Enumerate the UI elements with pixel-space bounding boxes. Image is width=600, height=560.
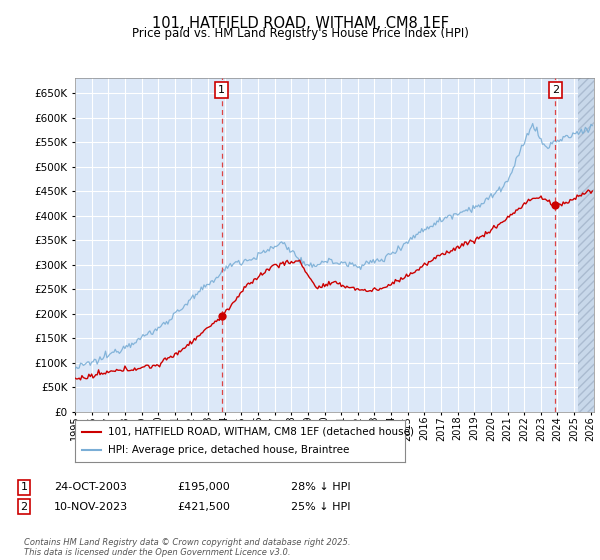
Text: £195,000: £195,000 (177, 482, 230, 492)
Text: HPI: Average price, detached house, Braintree: HPI: Average price, detached house, Brai… (108, 445, 349, 455)
Text: 10-NOV-2023: 10-NOV-2023 (54, 502, 128, 512)
Text: 25% ↓ HPI: 25% ↓ HPI (291, 502, 350, 512)
Text: 1: 1 (218, 85, 225, 95)
Text: 101, HATFIELD ROAD, WITHAM, CM8 1EF (detached house): 101, HATFIELD ROAD, WITHAM, CM8 1EF (det… (108, 427, 414, 437)
Text: 28% ↓ HPI: 28% ↓ HPI (291, 482, 350, 492)
Text: 24-OCT-2003: 24-OCT-2003 (54, 482, 127, 492)
Bar (578, 78, 594, 412)
Text: Price paid vs. HM Land Registry's House Price Index (HPI): Price paid vs. HM Land Registry's House … (131, 27, 469, 40)
Text: 2: 2 (551, 85, 559, 95)
Text: £421,500: £421,500 (177, 502, 230, 512)
Text: 101, HATFIELD ROAD, WITHAM, CM8 1EF: 101, HATFIELD ROAD, WITHAM, CM8 1EF (151, 16, 449, 31)
Text: Contains HM Land Registry data © Crown copyright and database right 2025.
This d: Contains HM Land Registry data © Crown c… (24, 538, 350, 557)
Text: 2: 2 (20, 502, 28, 512)
Text: 1: 1 (20, 482, 28, 492)
